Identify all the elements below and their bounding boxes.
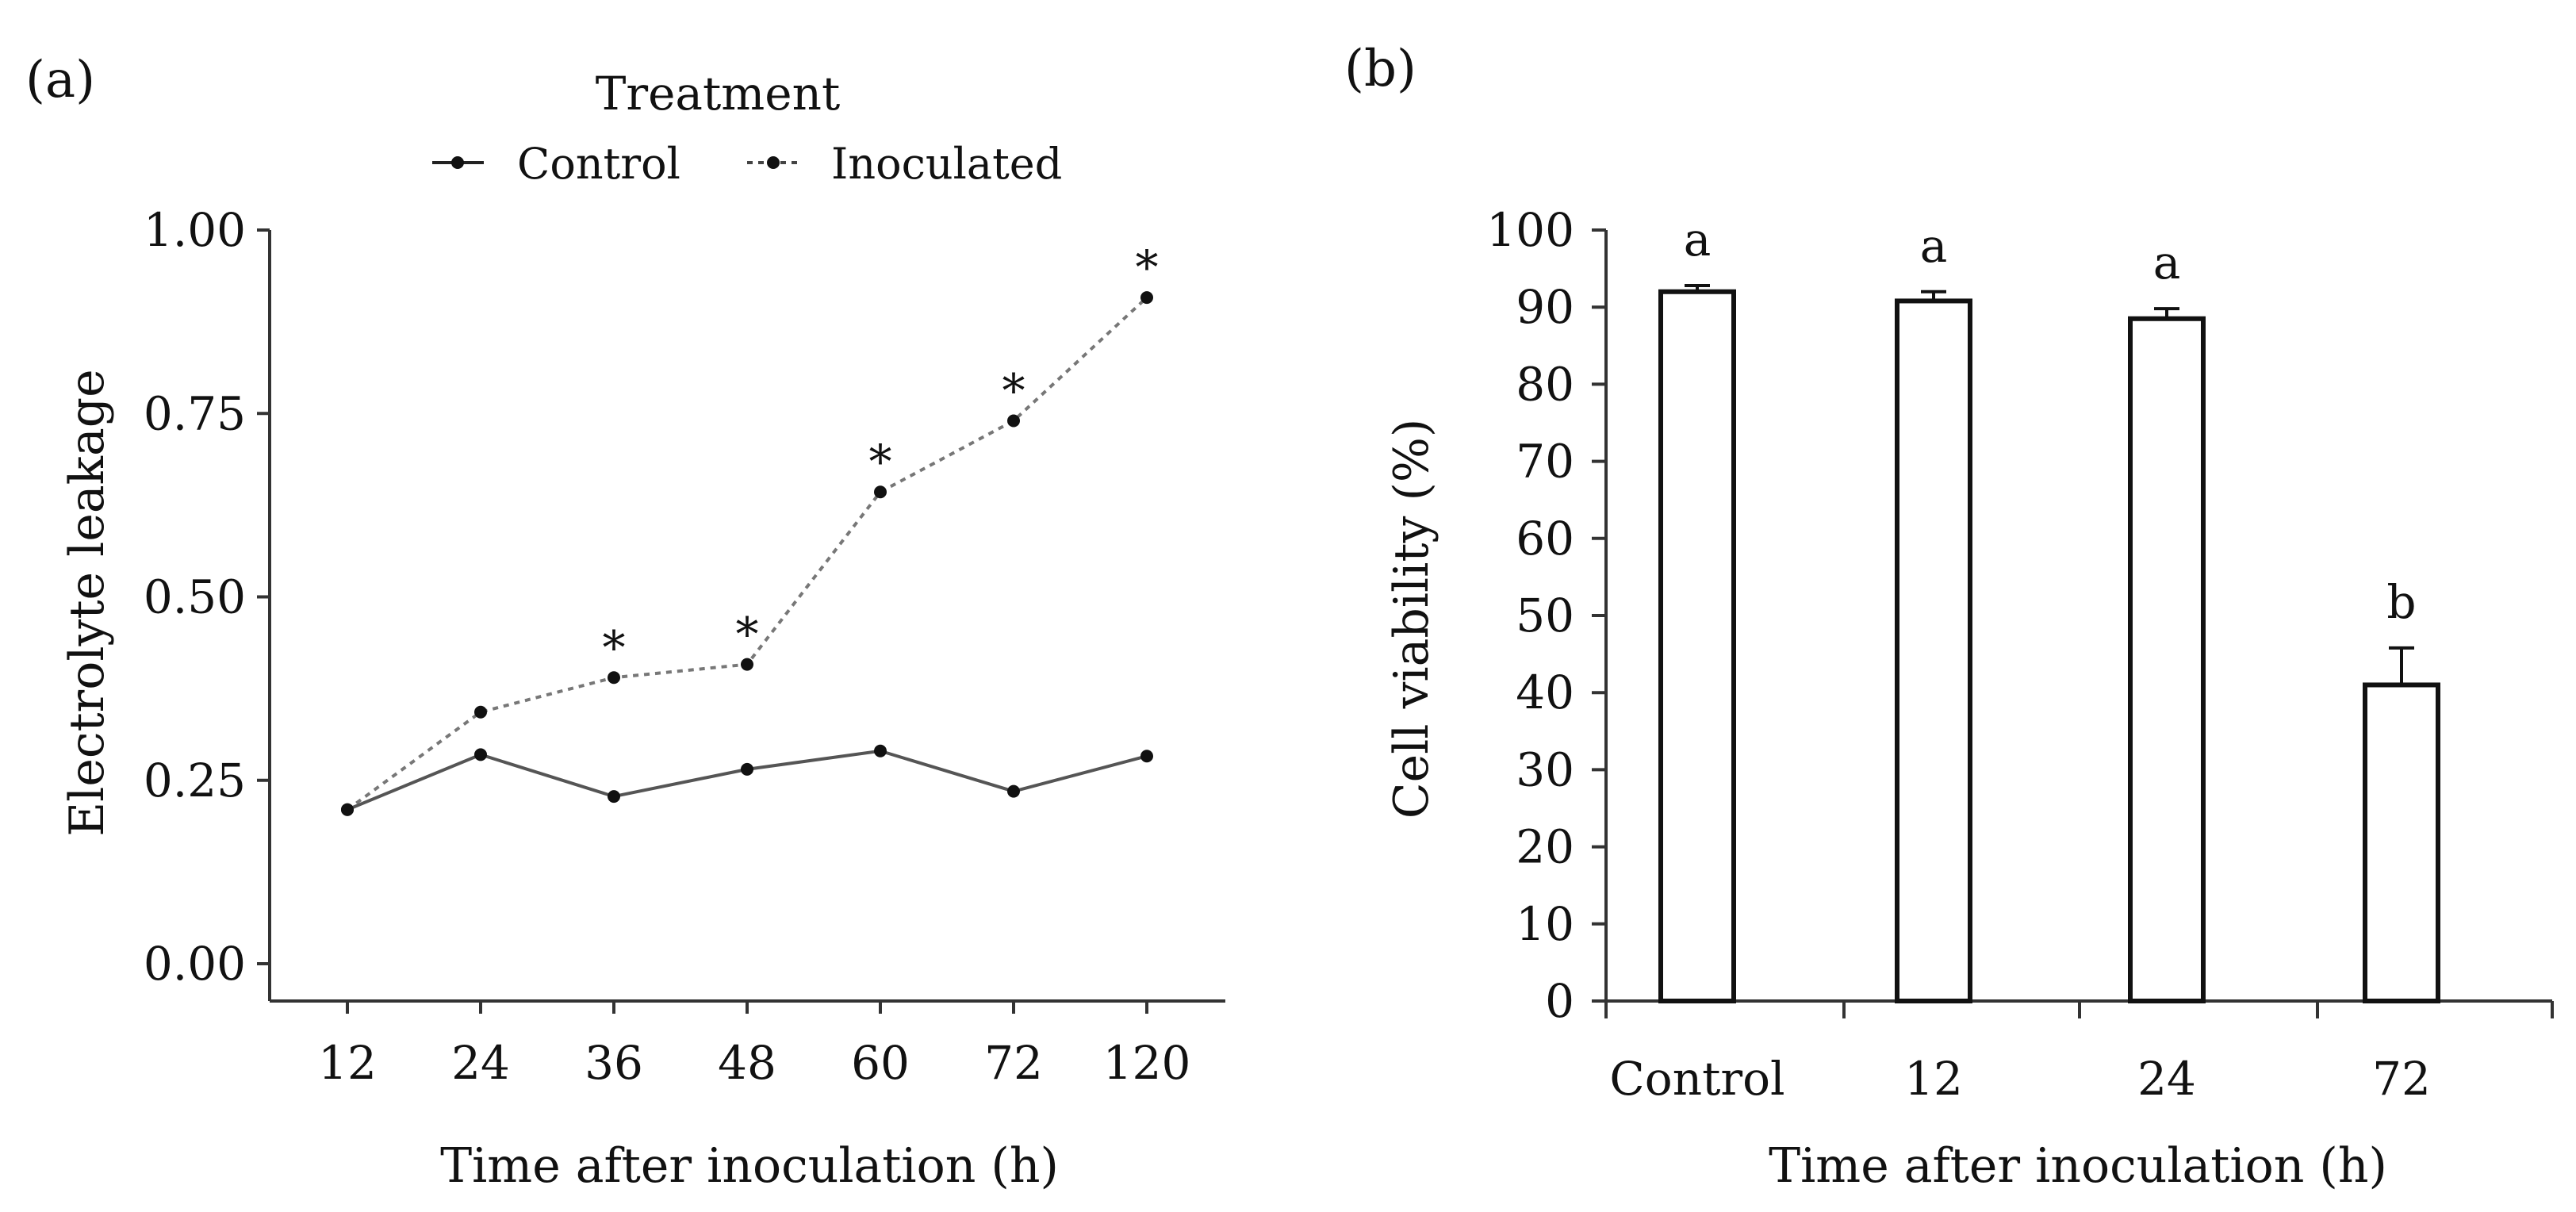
series-inoculated-point [741, 658, 753, 671]
legend-inoculated-marker-icon [767, 156, 780, 169]
series-inoculated-point [474, 705, 487, 719]
series-inoculated-point [341, 803, 354, 816]
legend-control-label: Control [517, 139, 680, 189]
panel-a-x-axis-title: Time after inoculation (h) [440, 1138, 1059, 1194]
panel-b-axes: 0 10 20 30 40 50 60 70 80 90 100 Control 12 24 72 [1486, 203, 2554, 1106]
significance-star: * [869, 435, 892, 489]
panel-b-x-tick-label: 12 [1904, 1052, 1963, 1106]
panel-a-x-tick-label: 24 [451, 1036, 510, 1090]
panel-a-x-tick-label: 60 [851, 1036, 910, 1090]
legend-control-marker-icon [451, 156, 464, 169]
panel-a-axes: 0.00 0.25 0.50 0.75 1.00 12 24 36 48 60 72 120 [144, 203, 1225, 1090]
panel-a-y-tick-label: 1.00 [144, 203, 246, 257]
panel-a-y-tick-label: 0.00 [144, 937, 246, 991]
significance-star: * [1136, 240, 1159, 294]
panel-b-y-tick-label: 30 [1516, 742, 1574, 796]
series-control-point [1140, 750, 1153, 763]
panel-b-x-axis-title: Time after inoculation (h) [1769, 1138, 2387, 1194]
panel-a-x-tick-label: 72 [984, 1036, 1043, 1090]
panel-a-x-tick-label: 12 [318, 1036, 377, 1090]
bar [1658, 289, 1736, 1003]
panel-b-x-tick-label: 24 [2137, 1052, 2196, 1106]
panel-b-x-tick-label: Control [1609, 1052, 1784, 1106]
significance-star: * [1002, 364, 1025, 418]
significance-star: * [736, 608, 759, 662]
series-inoculated-line [346, 296, 1148, 811]
panel-b-y-tick-label: 10 [1516, 897, 1574, 951]
panel-b-bars: a a a b [1658, 213, 2440, 1003]
panel-a-x-tick-label: 120 [1103, 1036, 1191, 1090]
panel-b-y-tick-label: 20 [1516, 820, 1574, 874]
bar [1895, 298, 1972, 1003]
legend-inoculated: Inoculated [747, 139, 1062, 189]
panel-b-y-tick-label: 40 [1516, 665, 1574, 719]
panel-a-label: (a) [25, 51, 95, 109]
panel-b-y-tick-label: 50 [1516, 589, 1574, 642]
bar [2363, 682, 2440, 1003]
panel-a-y-tick-label: 0.25 [144, 754, 246, 807]
significance-letter: a [1920, 219, 1948, 273]
series-inoculated-point [1007, 414, 1020, 428]
significance-letter: b [2386, 575, 2416, 629]
panel-a-y-axis-title: Electrolyte leakage [59, 369, 115, 836]
significance-letter: a [1684, 213, 1712, 267]
panel-a-x-tick-label: 36 [585, 1036, 643, 1090]
series-control-line [347, 749, 1148, 811]
series-control-point [874, 744, 887, 758]
series-inoculated-point [608, 671, 620, 685]
legend-title: Treatment [596, 67, 841, 121]
legend-control: Control [432, 139, 680, 189]
panel-a-y-tick-label: 0.50 [144, 570, 246, 624]
panel-a-x-tick-label: 48 [718, 1036, 776, 1090]
series-inoculated-point [1140, 291, 1153, 305]
series-control-point [608, 790, 620, 804]
significance-letter: a [2153, 236, 2181, 290]
series-control-point [1007, 784, 1020, 798]
series-control-point [474, 748, 487, 761]
significance-star: * [603, 620, 626, 674]
legend-inoculated-label: Inoculated [831, 139, 1062, 189]
panel-b-y-tick-label: 80 [1516, 357, 1574, 411]
panel-b-y-tick-label: 0 [1545, 974, 1574, 1028]
panel-b-y-tick-label: 60 [1516, 512, 1574, 566]
bar [2128, 316, 2206, 1003]
series-inoculated-point [874, 485, 887, 499]
series-control-point [741, 762, 753, 776]
panel-b-y-tick-label: 70 [1516, 435, 1574, 489]
panel-a-line-chart: (a) Treatment Control Inoculated 0.00 0.2… [25, 51, 1225, 1194]
panel-b-y-tick-label: 100 [1486, 203, 1574, 257]
panel-a-series: * * * * * [341, 240, 1159, 816]
panel-b-y-axis-title: Cell viability (%) [1384, 419, 1439, 819]
panel-b-x-tick-label: 72 [2372, 1052, 2431, 1106]
panel-b-y-tick-label: 90 [1516, 280, 1574, 334]
panel-b-label: (b) [1344, 40, 1416, 98]
panel-a-y-tick-label: 0.75 [144, 386, 246, 440]
